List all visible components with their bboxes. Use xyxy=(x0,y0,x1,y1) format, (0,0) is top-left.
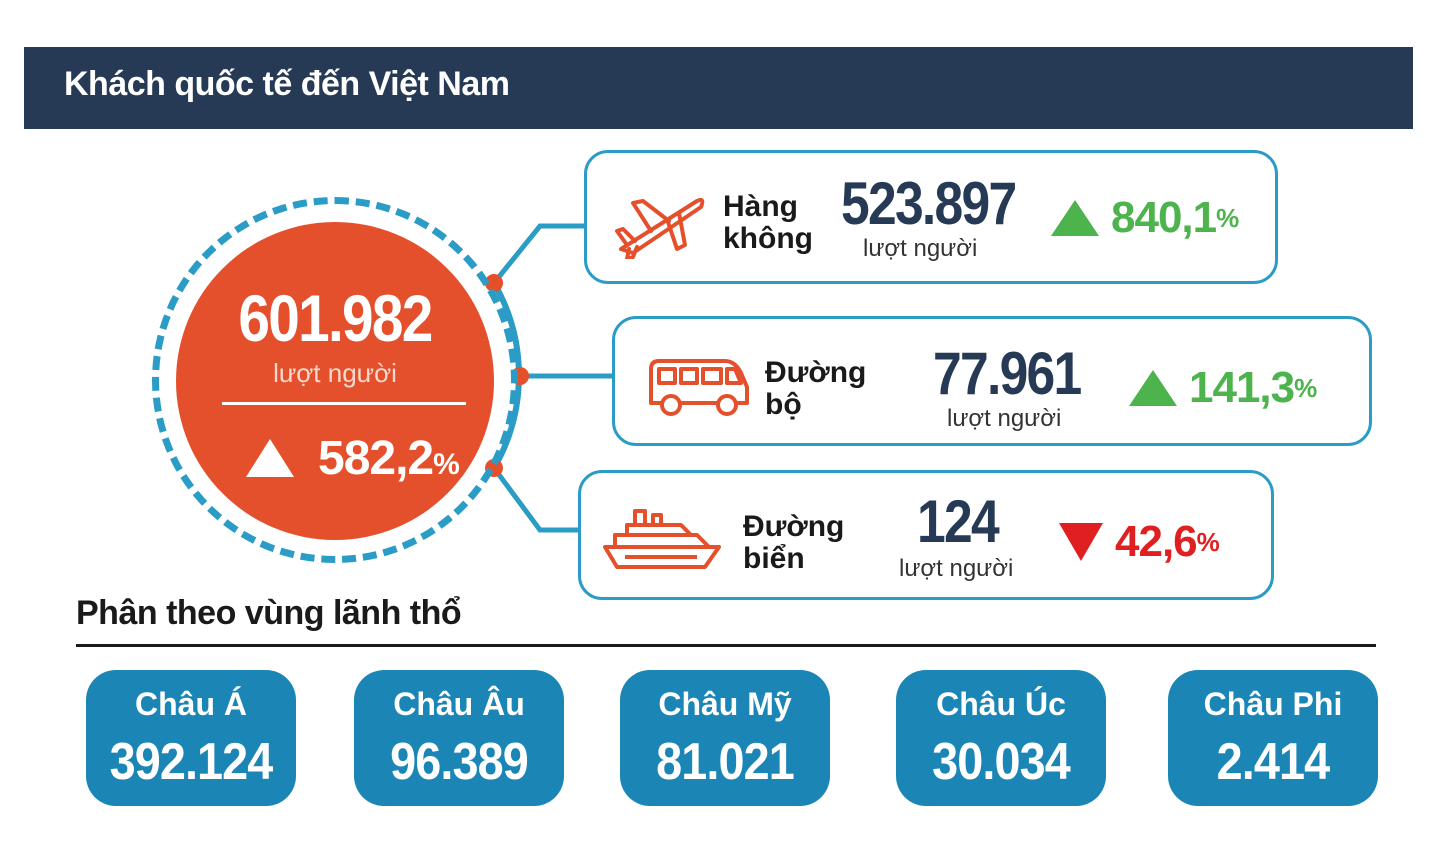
ship-icon xyxy=(603,509,721,569)
total-unit: lượt người xyxy=(273,358,397,388)
mode-value-air: 523.897 xyxy=(841,170,1017,237)
regions-section-divider xyxy=(76,644,1376,647)
mode-unit-air: lượt người xyxy=(863,235,978,262)
region-name: Châu Âu xyxy=(393,686,525,722)
mode-unit-road: lượt người xyxy=(947,405,1062,432)
region-value: 81.021 xyxy=(656,733,795,791)
mode-label-road: Đường bộ xyxy=(765,356,867,421)
region-name: Châu Úc xyxy=(936,686,1066,722)
up-arrow-icon xyxy=(1051,200,1099,236)
total-dashed-ring xyxy=(152,197,518,563)
change-air: 840,1% xyxy=(1051,193,1239,243)
mode-label-air: Hàng không xyxy=(723,190,813,255)
mode-value-sea: 124 xyxy=(917,488,1000,555)
region-value: 96.389 xyxy=(390,733,529,791)
card-air: Hàng không 523.897 lượt người 840,1% xyxy=(584,150,1278,284)
total-value: 601.982 xyxy=(238,281,433,355)
region-card-africa: Châu Phi 2.414 xyxy=(1168,670,1378,806)
connector-air xyxy=(492,223,586,285)
region-card-australia: Châu Úc 30.034 xyxy=(896,670,1106,806)
total-change: 582,2% xyxy=(318,431,460,485)
page-title: Khách quốc tế đến Việt Nam xyxy=(64,65,510,103)
region-value: 30.034 xyxy=(932,733,1071,791)
total-circle: 601.982 lượt người 582,2% xyxy=(176,222,494,540)
region-name: Châu Phi xyxy=(1203,686,1343,722)
van-icon xyxy=(649,359,749,416)
up-arrow-icon xyxy=(246,439,294,477)
region-value: 2.414 xyxy=(1216,733,1331,791)
mode-value-road: 77.961 xyxy=(933,340,1082,407)
card-road: Đường bộ 77.961 lượt người 141,3% xyxy=(612,316,1372,446)
airplane-icon xyxy=(615,197,705,259)
mode-label-sea: Đường biển xyxy=(743,510,845,575)
change-road: 141,3% xyxy=(1129,363,1317,413)
up-arrow-icon xyxy=(1129,370,1177,406)
total-divider xyxy=(222,402,466,405)
region-name: Châu Mỹ xyxy=(658,686,792,722)
region-card-america: Châu Mỹ 81.021 xyxy=(620,670,830,806)
region-card-europe: Châu Âu 96.389 xyxy=(354,670,564,806)
connector-sea xyxy=(491,466,580,533)
card-sea: Đường biển 124 lượt người 42,6% xyxy=(578,470,1274,600)
change-sea: 42,6% xyxy=(1059,517,1220,567)
region-name: Châu Á xyxy=(135,686,247,722)
regions-section-title: Phân theo vùng lãnh thổ xyxy=(76,594,462,632)
total-change-row: 582,2% xyxy=(246,428,460,488)
region-card-asia: Châu Á 392.124 xyxy=(86,670,296,806)
region-value: 392.124 xyxy=(109,733,274,791)
down-arrow-icon xyxy=(1059,523,1103,561)
header-bar: Khách quốc tế đến Việt Nam xyxy=(24,47,1413,129)
mode-unit-sea: lượt người xyxy=(899,555,1014,582)
